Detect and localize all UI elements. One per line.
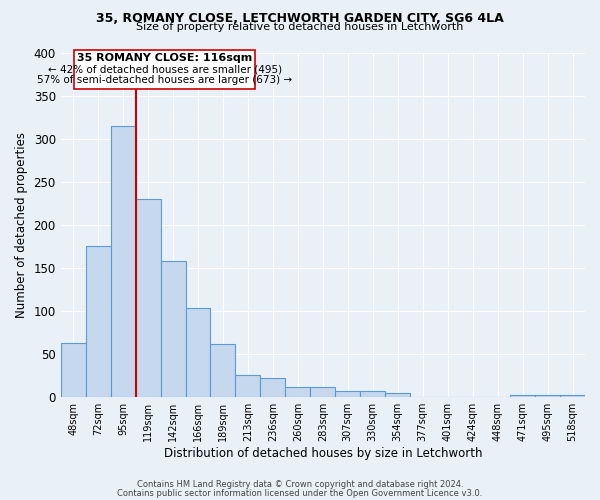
- Bar: [161, 261, 185, 397]
- Text: 57% of semi-detached houses are larger (673) →: 57% of semi-detached houses are larger (…: [37, 75, 292, 85]
- Bar: [310, 387, 335, 397]
- Bar: [360, 391, 385, 397]
- FancyBboxPatch shape: [74, 50, 256, 88]
- Bar: [335, 391, 360, 397]
- Text: Contains public sector information licensed under the Open Government Licence v3: Contains public sector information licen…: [118, 488, 482, 498]
- Bar: [185, 308, 211, 397]
- Bar: [385, 393, 410, 397]
- Bar: [560, 396, 585, 397]
- X-axis label: Distribution of detached houses by size in Letchworth: Distribution of detached houses by size …: [164, 447, 482, 460]
- Bar: [211, 344, 235, 397]
- Text: 35, ROMANY CLOSE, LETCHWORTH GARDEN CITY, SG6 4LA: 35, ROMANY CLOSE, LETCHWORTH GARDEN CITY…: [96, 12, 504, 26]
- Bar: [61, 343, 86, 397]
- Bar: [510, 396, 535, 397]
- Bar: [260, 378, 286, 397]
- Y-axis label: Number of detached properties: Number of detached properties: [15, 132, 28, 318]
- Text: Contains HM Land Registry data © Crown copyright and database right 2024.: Contains HM Land Registry data © Crown c…: [137, 480, 463, 489]
- Bar: [535, 394, 560, 397]
- Text: 35 ROMANY CLOSE: 116sqm: 35 ROMANY CLOSE: 116sqm: [77, 54, 253, 64]
- Text: Size of property relative to detached houses in Letchworth: Size of property relative to detached ho…: [136, 22, 464, 32]
- Text: ← 42% of detached houses are smaller (495): ← 42% of detached houses are smaller (49…: [48, 64, 282, 74]
- Bar: [235, 375, 260, 397]
- Bar: [286, 387, 310, 397]
- Bar: [86, 246, 110, 397]
- Bar: [136, 199, 161, 397]
- Bar: [110, 126, 136, 397]
